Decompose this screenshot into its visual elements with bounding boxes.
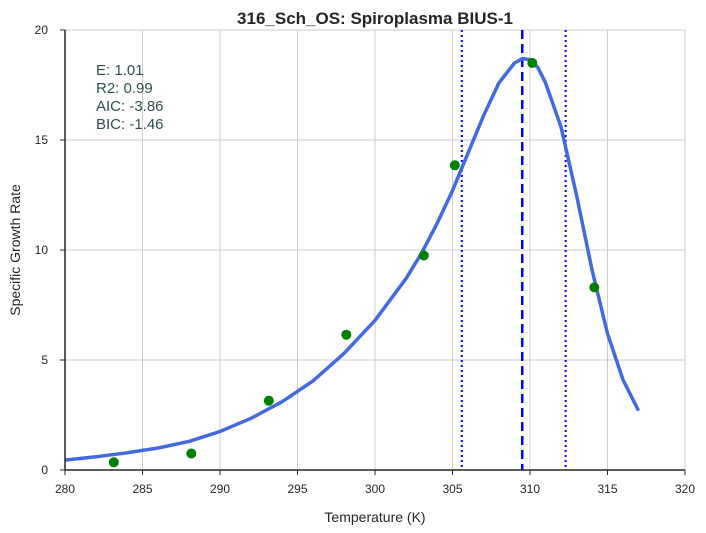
- x-ticks: 280 285 290 295 300 305 310 315 320: [55, 470, 695, 496]
- y-tick-label-4: 20: [35, 23, 49, 37]
- data-points: [108, 58, 600, 468]
- data-point-2: [263, 395, 274, 406]
- y-axis-label: Specific Growth Rate: [7, 184, 23, 316]
- y-tick-label-3: 15: [35, 133, 49, 147]
- x-tick-label-6: 310: [520, 482, 540, 496]
- x-tick-label-8: 320: [675, 482, 695, 496]
- data-point-3: [341, 329, 352, 340]
- x-tick-label-1: 285: [132, 482, 152, 496]
- y-ticks: 0 5 10 15 20: [35, 23, 65, 477]
- stat-e: E: 1.01: [96, 62, 144, 79]
- x-tick-label-0: 280: [55, 482, 75, 496]
- chart-title: 316_Sch_OS: Spiroplasma BIUS-1: [237, 9, 513, 28]
- fit-curve: [64, 56, 641, 462]
- data-point-4: [418, 250, 429, 261]
- stat-bic: BIC: -1.46: [96, 116, 164, 133]
- data-point-7: [589, 282, 600, 293]
- y-tick-label-2: 10: [35, 243, 49, 257]
- x-tick-label-5: 305: [442, 482, 462, 496]
- stat-r2: R2: 0.99: [96, 80, 153, 97]
- fit-statistics: E: 1.01 R2: 0.99 AIC: -3.86 BIC: -1.46: [96, 62, 164, 133]
- data-point-6: [527, 58, 538, 68]
- y-tick-label-1: 5: [41, 353, 48, 367]
- data-point-5: [449, 160, 460, 171]
- reference-lines: [460, 30, 567, 470]
- x-axis-label: Temperature (K): [324, 509, 425, 525]
- y-tick-label-0: 0: [41, 463, 48, 477]
- x-tick-label-2: 290: [210, 482, 230, 496]
- data-point-1: [186, 448, 197, 459]
- stat-aic: AIC: -3.86: [96, 98, 164, 115]
- x-tick-label-3: 295: [287, 482, 307, 496]
- data-point-0: [108, 457, 119, 468]
- x-tick-label-7: 315: [597, 482, 617, 496]
- x-tick-label-4: 300: [365, 482, 385, 496]
- grid: [64, 29, 686, 471]
